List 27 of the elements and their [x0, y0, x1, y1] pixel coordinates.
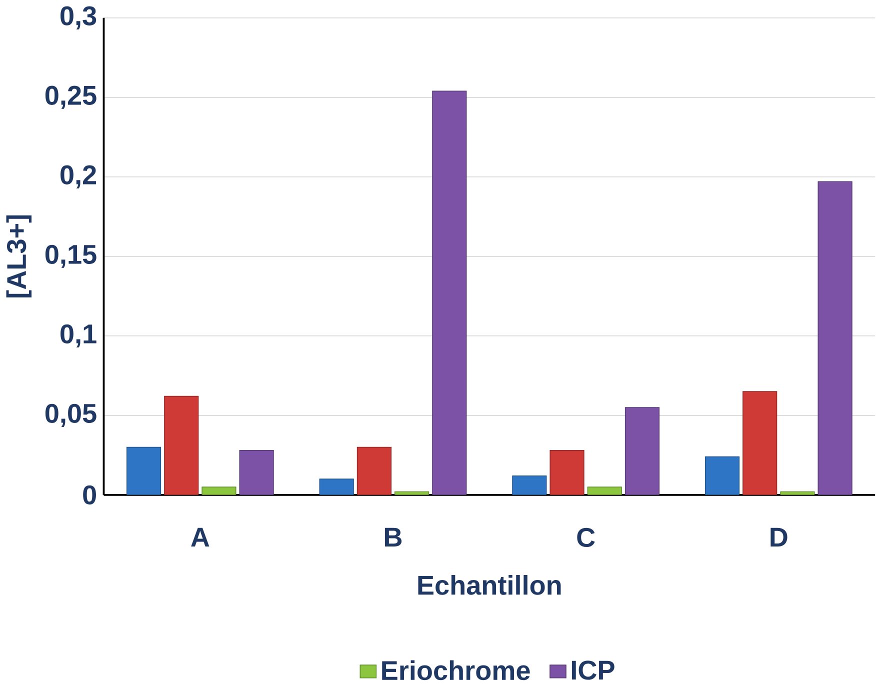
- bar: [126, 446, 162, 495]
- legend-label: ICP: [572, 660, 614, 680]
- y-tick-label: 0: [83, 485, 96, 504]
- bar: [164, 396, 199, 495]
- bar: [704, 456, 740, 495]
- bar: [742, 391, 778, 495]
- x-tick-label: B: [385, 528, 402, 546]
- bar: [624, 406, 660, 495]
- x-axis-title: Echantillon: [418, 574, 561, 595]
- bar: [239, 450, 274, 495]
- y-tick-label: 0,2: [60, 165, 96, 188]
- x-tick-label: A: [191, 528, 210, 546]
- bar: [818, 181, 852, 495]
- x-tick-label: C: [577, 528, 595, 547]
- bar: [432, 90, 467, 495]
- bar: [550, 450, 584, 495]
- bar: [319, 478, 354, 495]
- bar: [512, 475, 547, 495]
- legend-label: Eriochrome: [382, 660, 530, 680]
- y-tick-label: 0,15: [45, 244, 96, 268]
- y-tick-label: 0,25: [45, 86, 96, 109]
- y-tick-label: 0,3: [60, 6, 96, 30]
- y-tick-label: 0,05: [45, 404, 96, 427]
- x-tick-label: D: [770, 528, 788, 546]
- y-tick-label: 0,1: [60, 324, 96, 348]
- y-axis-title: [AL3+]: [6, 215, 32, 298]
- bar: [356, 446, 392, 495]
